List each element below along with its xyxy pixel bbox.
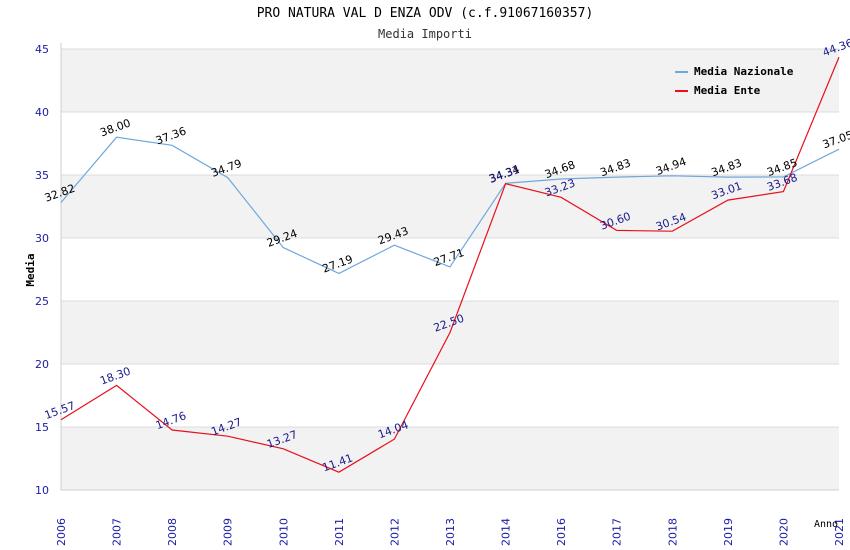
x-tick-label: 2018 — [666, 518, 679, 546]
y-tick-label: 10 — [35, 484, 49, 497]
x-tick-label: 2006 — [55, 518, 68, 546]
y-ticks: 10 15 20 25 30 35 40 45 — [35, 43, 49, 497]
series-line-media-ente — [60, 56, 840, 473]
legend-label: Media Ente — [694, 84, 761, 97]
x-tick-label: 2011 — [333, 518, 346, 546]
x-tick-label: 2007 — [111, 518, 124, 546]
x-tick-label: 2012 — [388, 518, 401, 546]
axes — [60, 43, 839, 491]
legend: Media Nazionale Media Ente — [675, 65, 794, 97]
y-axis-label: Media — [24, 253, 37, 286]
x-tick-label: 2010 — [277, 518, 290, 546]
x-tick-label: 2013 — [444, 518, 457, 546]
grid-band — [61, 175, 839, 238]
y-tick-label: 15 — [35, 421, 49, 434]
chart-subtitle: Media Importi — [378, 27, 472, 41]
chart-title: PRO NATURA VAL D ENZA ODV (c.f.910671603… — [256, 6, 594, 21]
series-lines — [60, 56, 840, 473]
x-tick-label: 2008 — [166, 518, 179, 546]
x-tick-label: 2017 — [611, 518, 624, 546]
x-tick-label: 2014 — [500, 518, 513, 546]
x-ticks: 2006 2007 2008 2009 2010 2011 2012 2013 2014 2016… — [55, 518, 846, 546]
y-tick-label: 40 — [35, 106, 49, 119]
grid-band — [61, 49, 839, 112]
x-tick-label: 2009 — [222, 518, 235, 546]
y-tick-label: 30 — [35, 232, 49, 245]
grid-band — [61, 112, 839, 175]
y-tick-label: 25 — [35, 295, 49, 308]
series-line-media-nazionale — [60, 136, 840, 275]
y-tick-label: 20 — [35, 358, 49, 371]
x-tick-label: 2016 — [555, 518, 568, 546]
grid-band — [61, 427, 839, 490]
x-axis-label: Anno — [814, 519, 838, 530]
grid-bands — [61, 49, 839, 490]
grid-band — [61, 364, 839, 427]
x-tick-label: 2020 — [777, 518, 790, 546]
x-tick-label: 2019 — [722, 518, 735, 546]
y-tick-label: 45 — [35, 43, 49, 56]
legend-label: Media Nazionale — [694, 65, 794, 78]
y-tick-label: 35 — [35, 169, 49, 182]
x-tick-label: 2021 — [833, 518, 846, 546]
grid-band — [61, 238, 839, 301]
